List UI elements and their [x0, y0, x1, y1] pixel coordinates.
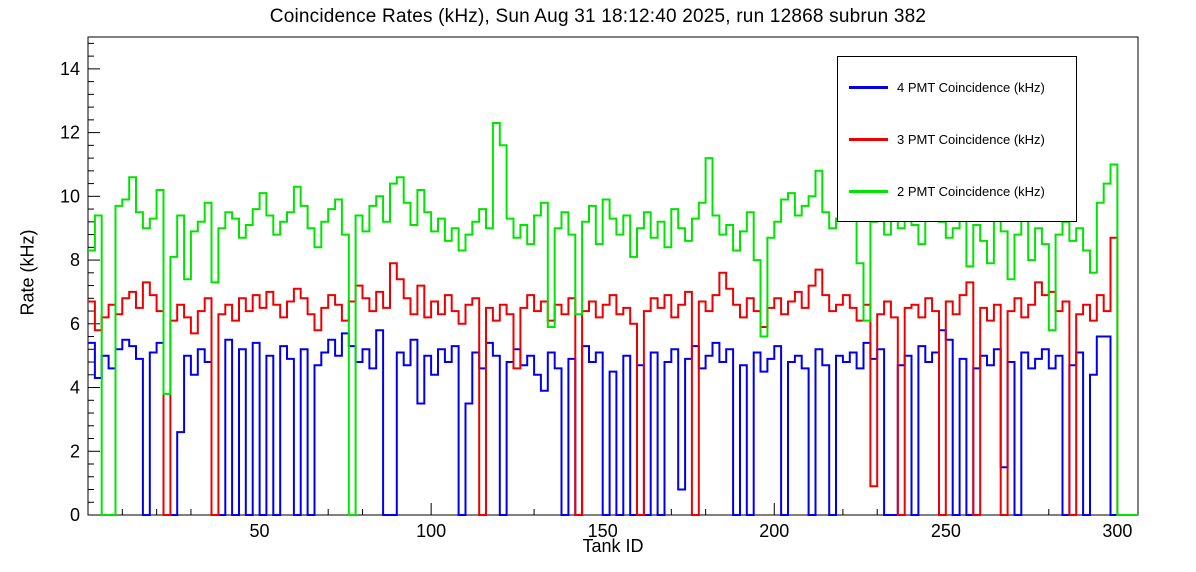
x-tick-label: 250	[931, 521, 961, 541]
x-tick-label: 50	[250, 521, 270, 541]
y-tick-label: 14	[60, 59, 80, 79]
legend-label-3pmt: 3 PMT Coincidence (kHz)	[897, 131, 1045, 147]
histogram-3pmt	[88, 236, 1138, 516]
legend-line-icon-3pmt	[849, 137, 888, 141]
y-tick-label: 10	[60, 186, 80, 206]
x-tick-label: 150	[588, 521, 618, 541]
x-tick-label: 200	[759, 521, 789, 541]
y-axis-title: Rate (kHz)	[17, 229, 38, 316]
legend-line-icon-4pmt	[849, 85, 888, 89]
x-tick-label: 100	[416, 521, 446, 541]
legend-label-2pmt: 2 PMT Coincidence (kHz)	[897, 183, 1045, 199]
x-tick-label: 300	[1102, 521, 1132, 541]
legend-entry-2pmt: 2 PMT Coincidence (kHz)	[838, 184, 1076, 199]
plot-frame	[87, 36, 1139, 516]
legend-line-icon-2pmt	[849, 189, 888, 193]
y-tick-label: 4	[70, 378, 80, 398]
y-tick-label: 12	[60, 123, 80, 143]
y-tick-label: 0	[70, 505, 80, 525]
histogram-4pmt	[88, 329, 1138, 516]
legend-entry-4pmt: 4 PMT Coincidence (kHz)	[838, 80, 1076, 95]
legend-entry-3pmt: 3 PMT Coincidence (kHz)	[838, 132, 1076, 147]
x-axis-title: Tank ID	[582, 536, 644, 556]
y-tick-label: 6	[70, 314, 80, 334]
legend: 4 PMT Coincidence (kHz) 3 PMT Coincidenc…	[837, 56, 1077, 222]
y-tick-label: 8	[70, 250, 80, 270]
histogram-2pmt	[88, 122, 1138, 516]
y-tick-label: 2	[70, 441, 80, 461]
legend-label-4pmt: 4 PMT Coincidence (kHz)	[897, 79, 1045, 95]
chart-title: Coincidence Rates (kHz), Sun Aug 31 18:1…	[269, 6, 927, 27]
